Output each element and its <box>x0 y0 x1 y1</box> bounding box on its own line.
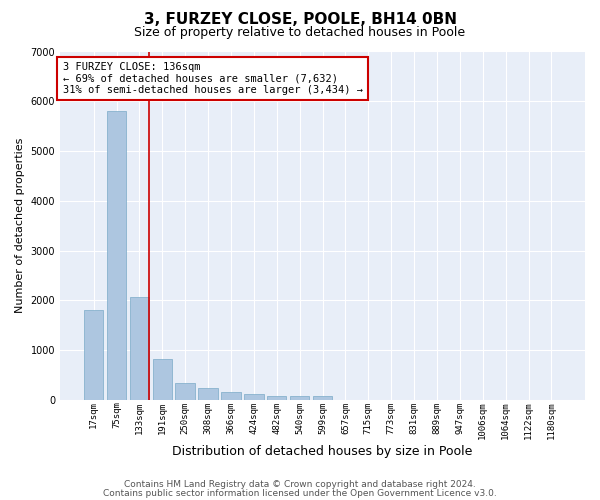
Bar <box>152 358 172 400</box>
Y-axis label: Number of detached properties: Number of detached properties <box>15 138 25 314</box>
Text: 3, FURZEY CLOSE, POOLE, BH14 0BN: 3, FURZEY CLOSE, POOLE, BH14 0BN <box>143 12 457 28</box>
Text: Contains HM Land Registry data © Crown copyright and database right 2024.: Contains HM Land Registry data © Crown c… <box>124 480 476 489</box>
X-axis label: Distribution of detached houses by size in Poole: Distribution of detached houses by size … <box>172 444 473 458</box>
Text: Contains public sector information licensed under the Open Government Licence v3: Contains public sector information licen… <box>103 488 497 498</box>
Bar <box>84 310 103 400</box>
Bar <box>107 111 126 400</box>
Bar <box>199 388 218 400</box>
Bar <box>175 383 195 400</box>
Text: 3 FURZEY CLOSE: 136sqm
← 69% of detached houses are smaller (7,632)
31% of semi-: 3 FURZEY CLOSE: 136sqm ← 69% of detached… <box>62 62 362 95</box>
Bar <box>130 298 149 400</box>
Bar <box>290 396 310 400</box>
Bar <box>221 392 241 400</box>
Text: Size of property relative to detached houses in Poole: Size of property relative to detached ho… <box>134 26 466 39</box>
Bar <box>313 396 332 400</box>
Bar <box>267 396 286 400</box>
Bar <box>244 394 263 400</box>
